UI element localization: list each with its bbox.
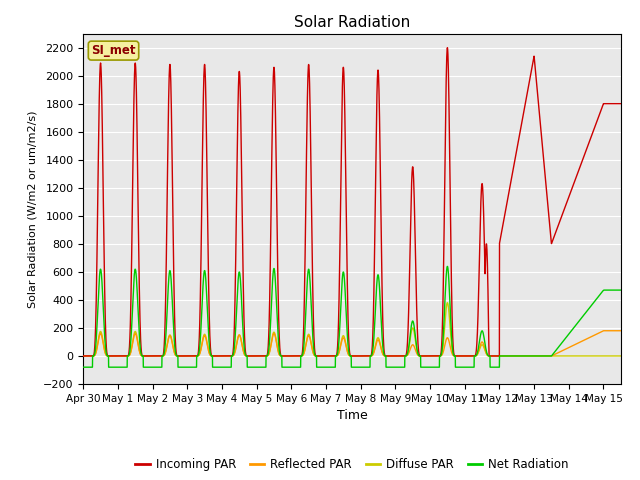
X-axis label: Time: Time — [337, 409, 367, 422]
Text: SI_met: SI_met — [92, 44, 136, 57]
Title: Solar Radiation: Solar Radiation — [294, 15, 410, 30]
Y-axis label: Solar Radiation (W/m2 or um/m2/s): Solar Radiation (W/m2 or um/m2/s) — [28, 110, 37, 308]
Legend: Incoming PAR, Reflected PAR, Diffuse PAR, Net Radiation: Incoming PAR, Reflected PAR, Diffuse PAR… — [131, 453, 573, 475]
